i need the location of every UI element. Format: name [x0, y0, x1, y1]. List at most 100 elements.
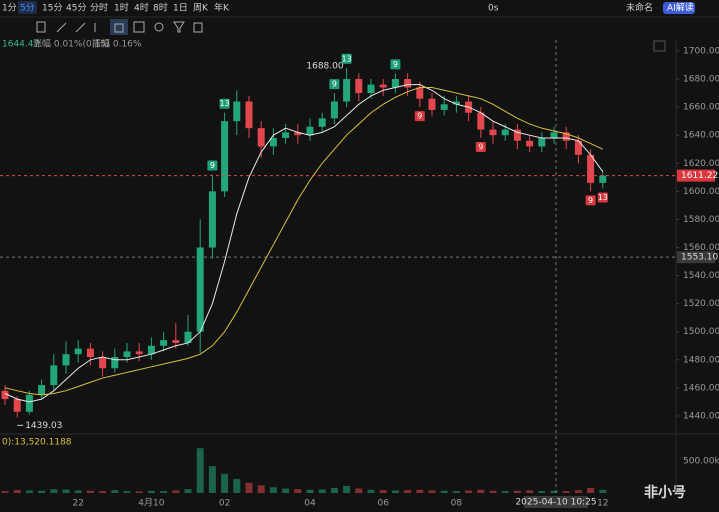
interval-button[interactable]: 年K [214, 2, 230, 14]
icon[interactable] [75, 22, 86, 33]
candle-body [379, 84, 387, 88]
watermark: 非小号 [644, 484, 686, 501]
volume-bar [428, 490, 436, 493]
interval-button[interactable]: 1分 [2, 3, 17, 14]
moving-average [4, 86, 604, 396]
volume-bar [50, 489, 58, 493]
volume-bar [379, 490, 387, 493]
volume-bar [111, 490, 119, 493]
x-tick-label: 04 [304, 499, 316, 509]
icon[interactable] [114, 23, 124, 33]
toolbar-right[interactable]: 未命名 [626, 2, 653, 14]
candle-body [196, 247, 204, 332]
volume-bar [184, 489, 192, 493]
y-tick-label: 1580.00 [683, 215, 719, 225]
y-tick-label: 1480.00 [683, 355, 719, 365]
info-price: 1644.47 [2, 40, 39, 50]
candle-body [1, 390, 9, 400]
interval-button[interactable]: 5分 [20, 3, 35, 14]
volume-bar [233, 478, 241, 493]
candle-body [562, 132, 570, 141]
candle-body [440, 104, 448, 110]
tool-icons [36, 19, 666, 52]
volume-bar [367, 489, 375, 493]
td-buy-badge [341, 53, 352, 64]
candle-body [416, 87, 424, 99]
icon[interactable] [193, 22, 203, 33]
volume-bar [13, 490, 21, 493]
candle-body [513, 129, 521, 141]
candle-body [172, 340, 180, 343]
y-tick-label: 1700.00 [683, 46, 719, 56]
fullscreen-icon[interactable] [653, 40, 666, 52]
interval-button[interactable]: 1日 [173, 3, 188, 14]
candle-body [74, 348, 82, 355]
interval-button[interactable]: 4时 [134, 2, 149, 14]
volume-bar [465, 490, 473, 493]
interval-button[interactable]: 8时 [153, 2, 168, 14]
td-buy-label: 13 [220, 99, 230, 108]
candle-body [306, 126, 314, 136]
interval-button[interactable]: 1时 [114, 2, 129, 14]
y-tick-label: 1520.00 [683, 299, 719, 309]
interval-button[interactable]: 周K [193, 3, 209, 14]
toolbar-right[interactable]: AI解读 [667, 2, 694, 14]
candle-body [391, 79, 399, 88]
volume-bar [306, 489, 314, 493]
candle-body [343, 79, 351, 102]
candle-body [38, 385, 46, 395]
candle-body [257, 128, 265, 147]
y-tick-label: 1540.00 [683, 271, 719, 281]
volume-bar [123, 491, 131, 493]
volume-bar [489, 490, 497, 493]
icon-active[interactable] [110, 19, 128, 35]
x-tick-label: 06 [377, 499, 389, 509]
moving-average [4, 84, 604, 403]
candle-body [574, 140, 582, 155]
candle-body [501, 129, 509, 136]
y-tick-label: 1680.00 [683, 75, 719, 85]
interval-button[interactable]: 分时 [90, 2, 108, 14]
interval-button[interactable]: 45分 [66, 3, 86, 14]
td-sell-label: 9 [417, 112, 422, 121]
interval-button[interactable]: 15分 [42, 3, 62, 14]
min-label: 1439.03 [25, 421, 62, 431]
toolbar-right[interactable]: 0s [488, 4, 499, 14]
volume-bar [99, 491, 107, 493]
icon[interactable] [56, 22, 67, 33]
y-tick-label: 1620.00 [683, 159, 719, 169]
candle-body [587, 154, 595, 183]
candle-body [62, 354, 70, 366]
icon[interactable] [133, 21, 145, 33]
volume-bar [1, 491, 9, 493]
interval-active-bg [18, 1, 37, 14]
icon[interactable] [173, 21, 185, 33]
volume-bar [257, 485, 265, 493]
crosshair-time-label: 2025-04-10 10:25 [515, 498, 596, 508]
volume-bar [38, 490, 46, 493]
candle-body [355, 79, 363, 94]
td-buy-label: 13 [342, 54, 352, 63]
candle-body [184, 331, 192, 343]
candle-body [135, 351, 143, 355]
volume-bar [147, 490, 155, 493]
max-label: 1688.00 [306, 61, 343, 71]
td-sell-label: 9 [478, 142, 483, 151]
volume-bar [391, 490, 399, 493]
info-amplitude: 振幅 0.16% [92, 38, 142, 50]
icon[interactable] [154, 22, 164, 32]
candle-body [99, 356, 107, 369]
x-tick-label: 4月10 [138, 498, 164, 509]
td-sell-badge [475, 141, 486, 152]
volume-bar [172, 490, 180, 493]
volume-bar [245, 482, 253, 493]
td-sell-badge [597, 192, 608, 203]
td-sell-label: 9 [588, 196, 593, 205]
candle-body [318, 118, 326, 127]
icon[interactable] [36, 21, 46, 33]
crosshair-price-box [677, 251, 715, 264]
candle-body [160, 340, 168, 346]
volume-bar [25, 490, 33, 493]
